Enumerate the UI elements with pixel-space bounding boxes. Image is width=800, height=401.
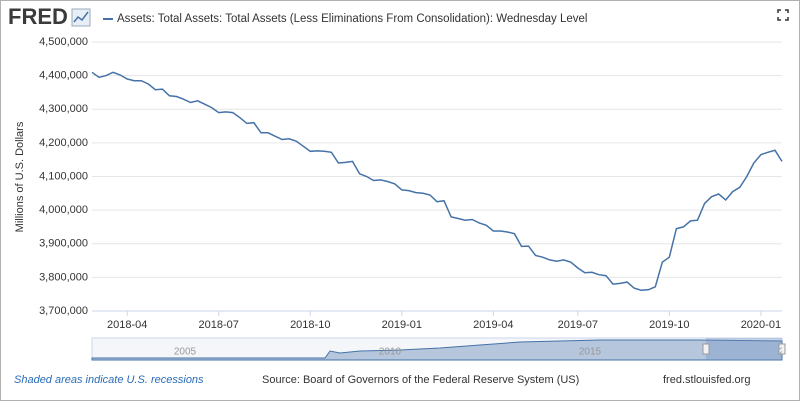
navigator [91, 337, 786, 361]
y-tick-label: 4,400,000 [39, 70, 88, 82]
recession-note[interactable]: Shaded areas indicate U.S. recessions [14, 374, 204, 386]
logo: FRED [8, 4, 68, 29]
x-tick-label: 2018-04 [107, 319, 147, 331]
y-tick-label: 4,000,000 [39, 204, 88, 216]
navigator-label: 2020 [779, 347, 800, 358]
y-tick-label: 4,200,000 [39, 137, 88, 149]
x-tick-label: 2019-07 [558, 319, 598, 331]
fullscreen-icon[interactable] [777, 9, 789, 21]
x-tick-label: 2019-01 [382, 319, 422, 331]
navigator-label: 2005 [174, 347, 197, 358]
logo-icon [71, 8, 91, 27]
navigator-label: 2010 [379, 347, 402, 358]
y-tick-label: 4,500,000 [39, 36, 88, 48]
navigator-label: 2015 [579, 347, 602, 358]
x-tick-label: 2020-01 [741, 319, 781, 331]
y-tick-label: 4,100,000 [39, 170, 88, 182]
x-tick-label: 2018-10 [290, 319, 330, 331]
navigator-window[interactable] [706, 338, 782, 360]
y-tick-label: 3,900,000 [39, 238, 88, 250]
x-tick-label: 2019-04 [473, 319, 513, 331]
legend-label: Assets: Total Assets: Total Assets (Less… [117, 13, 587, 25]
navigator-handle[interactable] [702, 343, 710, 355]
site: fred.stlouisfed.org [663, 374, 750, 386]
y-axis-label: Millions of U.S. Dollars [14, 121, 26, 232]
x-tick-label: 2018-07 [199, 319, 239, 331]
x-tick-label: 2019-10 [649, 319, 689, 331]
y-tick-label: 3,800,000 [39, 271, 88, 283]
y-tick-label: 3,700,000 [39, 305, 88, 317]
y-tick-label: 4,300,000 [39, 103, 88, 115]
navigator-handle[interactable] [778, 343, 786, 355]
series-line [91, 71, 783, 291]
source: Source: Board of Governors of the Federa… [262, 374, 579, 386]
